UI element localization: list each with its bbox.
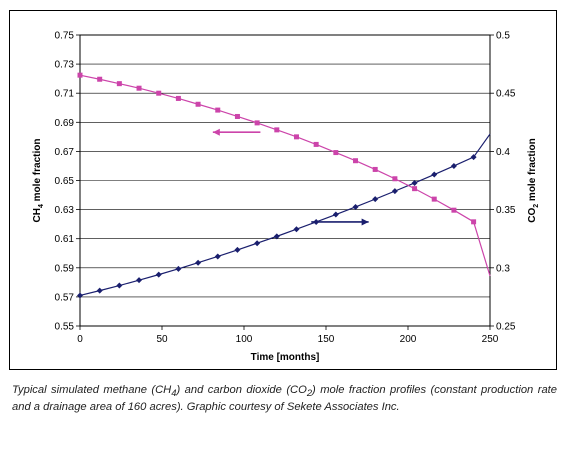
series-1-point — [77, 72, 83, 78]
y-right-tick-label: 0.35 — [496, 205, 516, 216]
caption-part-2: ) and carbon dioxide (CO — [176, 384, 307, 396]
series-1-point — [97, 76, 103, 82]
series-1-point — [175, 95, 181, 101]
y-left-tick-label: 0.65 — [55, 176, 75, 187]
x-axis-title: Time [months] — [251, 352, 320, 363]
y-right-tick-label: 0.4 — [496, 147, 510, 158]
series-1-point — [431, 196, 437, 202]
series-1-point — [136, 85, 142, 91]
series-1-point — [471, 219, 477, 225]
x-tick-label: 150 — [318, 334, 335, 345]
plot-area-border — [79, 34, 491, 327]
series-0-point — [293, 226, 300, 233]
x-tick-label: 100 — [236, 334, 253, 345]
series-0-point — [175, 265, 182, 272]
series-0-point — [273, 233, 280, 240]
caption-part-3: ) mole fraction profiles (constant produ… — [12, 384, 557, 414]
series-1-point — [254, 120, 260, 126]
series-0-point — [136, 277, 143, 284]
x-tick-label: 50 — [156, 334, 168, 345]
caption-part-1: Typical simulated methane (CH — [12, 384, 172, 396]
series-1-point — [116, 81, 122, 87]
y-left-tick-label: 0.71 — [55, 89, 75, 100]
series-1-line — [79, 74, 491, 277]
series-0-point — [195, 259, 202, 266]
series-1-point — [451, 207, 457, 213]
series-0-point — [234, 246, 241, 253]
arrow-1-head — [212, 128, 220, 136]
series-1-point — [353, 158, 359, 164]
series-0-point — [332, 211, 339, 218]
series-1-point — [234, 113, 240, 119]
series-0-point — [391, 188, 398, 195]
y-left-tick-label: 0.69 — [55, 118, 75, 129]
chart-frame: 0.55 0.57 0.59 0.61 0.63 0.65 0.67 0.69 0.71 0.73… — [9, 10, 557, 370]
y-right-axis-title: CO2 mole fraction — [527, 138, 540, 222]
series-1-point — [293, 134, 299, 140]
y-left-tick-label: 0.57 — [55, 292, 75, 303]
series-0-point — [372, 196, 379, 203]
caption-sub-2: 2 — [306, 388, 313, 399]
x-tick-label: 200 — [400, 334, 417, 345]
series-0-point — [96, 287, 103, 294]
y-left-tick-label: 0.63 — [55, 205, 75, 216]
x-tick-label: 250 — [482, 334, 499, 345]
series-0-line — [79, 133, 491, 297]
y-left-tick-label: 0.61 — [55, 234, 75, 245]
y-left-tick-label: 0.75 — [55, 31, 75, 42]
series-0-point — [352, 203, 359, 210]
series-1-point — [372, 166, 378, 172]
series-1-point — [392, 176, 398, 182]
series-1-point — [412, 186, 418, 192]
series-1-point — [313, 141, 319, 147]
mole-fraction-chart: 0.55 0.57 0.59 0.61 0.63 0.65 0.67 0.69 0.71 0.73… — [32, 31, 540, 364]
series-0-point — [411, 179, 418, 186]
series-1-point — [215, 107, 221, 113]
y-left-axis-title: CH4 mole fraction — [32, 139, 45, 223]
y-right-tick-label: 0.45 — [496, 89, 516, 100]
series-0-point — [450, 162, 457, 169]
figure-caption: Typical simulated methane (CH4) and carb… — [12, 383, 557, 414]
y-right-tick-label: 0.3 — [496, 263, 510, 274]
series-0-point — [470, 154, 477, 161]
arrow-0-head — [361, 218, 369, 226]
y-right-tick-label: 0.5 — [496, 31, 510, 42]
series-0-point — [214, 253, 221, 260]
y-left-tick-label: 0.55 — [55, 322, 75, 333]
series-1-point — [195, 101, 201, 107]
y-right-tick-label: 0.25 — [496, 322, 516, 333]
series-0-point — [77, 292, 83, 299]
series-0-point — [254, 240, 261, 247]
series-0-point — [116, 282, 123, 289]
x-tick-label: 0 — [77, 334, 83, 345]
series-1-point — [156, 90, 162, 96]
caption-sub-1: 4 — [171, 388, 177, 399]
y-left-tick-label: 0.59 — [55, 263, 75, 274]
series-1-point — [333, 150, 339, 156]
series-0-point — [155, 271, 162, 278]
y-left-tick-label: 0.67 — [55, 147, 75, 158]
y-left-tick-label: 0.73 — [55, 60, 75, 71]
series-1-point — [274, 127, 280, 133]
series-0-point — [431, 171, 438, 178]
